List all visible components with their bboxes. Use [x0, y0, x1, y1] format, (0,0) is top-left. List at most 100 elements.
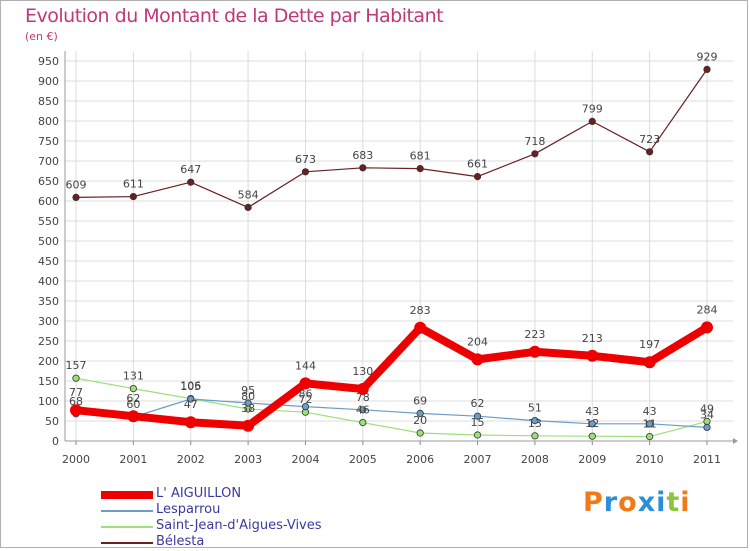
data-point	[187, 395, 195, 403]
data-label: 12	[585, 417, 599, 430]
data-label: 49	[700, 402, 714, 415]
data-label: 284	[697, 303, 718, 316]
x-tick-label: 2005	[349, 453, 377, 466]
data-label: 51	[528, 402, 542, 415]
data-label: 69	[413, 394, 427, 407]
data-point	[531, 150, 539, 158]
data-point	[646, 420, 654, 428]
data-point	[299, 377, 312, 390]
data-point	[356, 383, 369, 395]
proxiti-logo: Proxiti	[583, 487, 691, 518]
chart-title: Evolution du Montant de la Dette par Hab…	[25, 5, 444, 27]
data-label: 213	[582, 332, 603, 345]
data-point	[72, 193, 80, 201]
x-tick-label: 2010	[636, 453, 664, 466]
y-tick-label: 350	[38, 295, 59, 308]
y-tick-label: 650	[38, 175, 59, 188]
y-tick-label: 100	[38, 395, 59, 408]
data-point	[588, 432, 596, 440]
data-label: 223	[524, 328, 545, 341]
data-point	[242, 419, 255, 432]
data-label: 144	[295, 359, 316, 372]
data-point	[703, 423, 711, 431]
legend-label: L' AIGUILLON	[156, 486, 242, 501]
data-point	[471, 353, 484, 366]
data-point	[70, 404, 82, 417]
data-label: 13	[528, 417, 542, 430]
data-point	[416, 409, 424, 417]
data-label: 681	[410, 150, 431, 163]
logo-letter: o	[618, 487, 638, 518]
legend-swatch	[101, 526, 153, 528]
data-label: 683	[352, 149, 373, 162]
logo-letter: i	[680, 487, 691, 518]
data-label: 15	[471, 416, 485, 429]
data-label: 584	[238, 188, 259, 201]
data-label: 131	[123, 370, 144, 383]
y-tick-label: 400	[38, 275, 59, 288]
data-point	[643, 356, 656, 369]
data-point	[588, 117, 596, 126]
data-point	[701, 321, 713, 334]
data-label: 43	[585, 405, 599, 418]
legend-label: Saint-Jean-d'Aigues-Vives	[156, 518, 322, 533]
x-tick-label: 2001	[119, 453, 147, 466]
data-label: 62	[126, 392, 140, 405]
series-line	[75, 69, 708, 208]
data-label: 47	[184, 398, 198, 411]
x-tick-label: 2000	[62, 453, 90, 466]
y-tick-label: 600	[38, 195, 59, 208]
data-point	[244, 399, 252, 407]
x-tick-label: 2008	[521, 453, 549, 466]
y-tick-label: 200	[38, 355, 59, 368]
data-label: 718	[524, 135, 545, 148]
y-tick-label: 900	[38, 75, 59, 88]
data-point	[129, 193, 137, 201]
data-label: 80	[241, 390, 255, 403]
data-point	[359, 164, 367, 172]
data-point	[473, 173, 482, 181]
y-tick-label: 750	[38, 135, 59, 148]
data-label: 673	[295, 153, 316, 166]
data-point	[586, 349, 599, 362]
data-label: 46	[356, 404, 370, 417]
data-label: 661	[467, 158, 488, 171]
data-point	[588, 420, 596, 428]
x-tick-label: 2004	[291, 453, 319, 466]
x-tick-label: 2009	[578, 453, 606, 466]
series-line	[75, 377, 708, 438]
y-tick-label: 700	[38, 155, 59, 168]
data-label: 197	[639, 338, 660, 351]
data-label: 60	[126, 398, 140, 411]
y-tick-label: 550	[38, 215, 59, 228]
data-label: 86	[298, 388, 312, 401]
data-point	[646, 432, 654, 441]
series-line	[75, 323, 710, 430]
data-label: 77	[69, 386, 83, 399]
x-tick-label: 2011	[693, 453, 721, 466]
series-line	[75, 398, 708, 428]
data-label: 204	[467, 335, 488, 348]
logo-letter: t	[666, 487, 681, 518]
legend-label: Lesparrou	[156, 502, 221, 517]
data-label: 72	[298, 393, 312, 406]
data-label: 68	[69, 395, 83, 408]
y-tick-label: 500	[38, 235, 59, 248]
data-label: 799	[582, 102, 603, 115]
legend-label: Bélesta	[156, 534, 205, 549]
data-label: 647	[180, 163, 201, 176]
data-label: 157	[66, 359, 87, 372]
data-point	[359, 418, 367, 427]
chart-unit: (en €)	[25, 30, 58, 43]
logo-letter: P	[583, 487, 604, 518]
data-point	[301, 402, 310, 411]
logo-letter: r	[603, 487, 619, 518]
data-label: 11	[643, 418, 657, 431]
data-label: 95	[241, 384, 255, 397]
data-label: 78	[356, 391, 370, 404]
x-axis-arrow	[733, 438, 738, 444]
data-point	[72, 374, 80, 382]
logo-letter: i	[656, 487, 667, 518]
data-point	[129, 384, 137, 393]
